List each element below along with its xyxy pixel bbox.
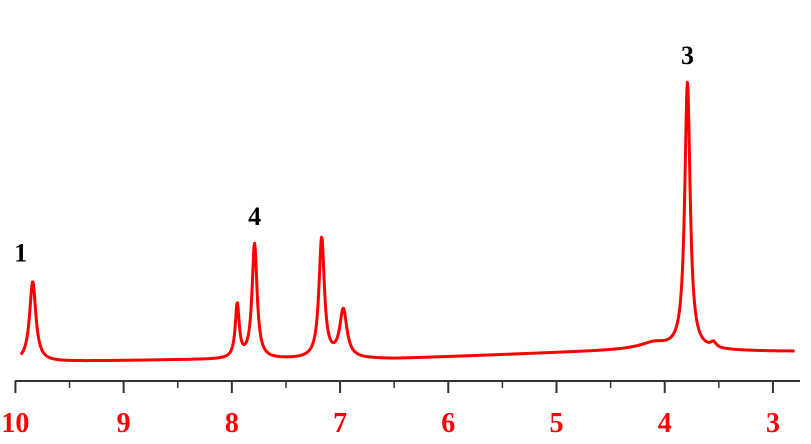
spectrum-line — [19, 80, 796, 363]
x-tick-label: 7 — [333, 408, 347, 439]
x-tick-label: 8 — [225, 408, 239, 439]
peak-annotations: 1 4 3 — [14, 41, 694, 267]
peak-label-4: 4 — [248, 202, 261, 231]
peak-label-1: 1 — [14, 239, 27, 268]
series-group — [19, 80, 796, 363]
x-tick-label: 6 — [441, 408, 455, 439]
x-tick-label: 9 — [117, 408, 131, 439]
peak-label-3: 3 — [681, 41, 694, 70]
x-axis-ticks: 10 9 8 7 6 5 4 3 — [1, 381, 780, 439]
x-tick-label: 3 — [766, 408, 780, 439]
x-tick-label: 4 — [658, 408, 672, 439]
x-tick-label: 10 — [1, 408, 29, 439]
x-tick-label: 5 — [550, 408, 564, 439]
